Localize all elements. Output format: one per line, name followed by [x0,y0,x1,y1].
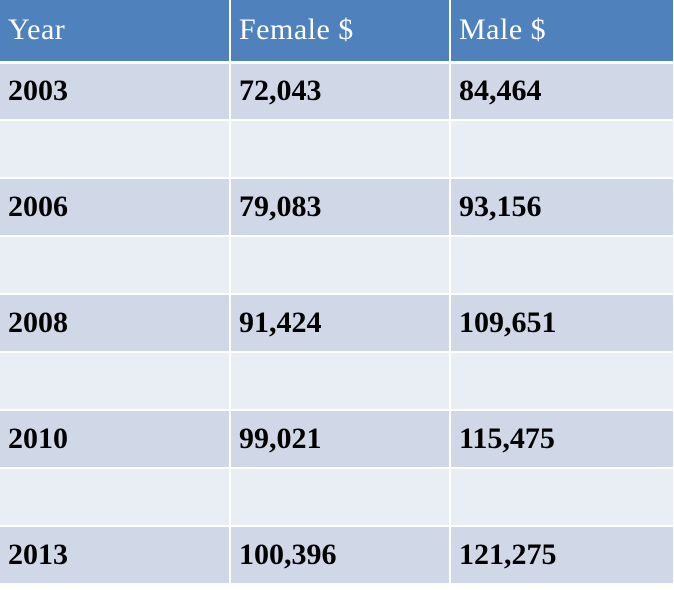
header-row: Year Female $ Male $ [0,0,674,64]
cell-male: 93,156 [450,178,674,237]
cell-male [450,236,674,295]
cell-year: 2003 [0,62,231,121]
cell-year [0,120,231,179]
column-header-year: Year [0,0,231,64]
table-row [0,120,674,179]
cell-year: 2013 [0,526,231,585]
cell-year: 2008 [0,294,231,353]
cell-female: 91,424 [230,294,451,353]
column-header-male: Male $ [450,0,674,64]
cell-female: 99,021 [230,410,451,469]
cell-female [230,120,451,179]
table-row: 2003 72,043 84,464 [0,62,674,121]
table-row [0,236,674,295]
cell-year: 2006 [0,178,231,237]
cell-male: 84,464 [450,62,674,121]
cell-male [450,468,674,527]
cell-male: 121,275 [450,526,674,585]
cell-female: 100,396 [230,526,451,585]
cell-year [0,352,231,411]
table-row [0,468,674,527]
cell-year: 2010 [0,410,231,469]
cell-male: 109,651 [450,294,674,353]
cell-female: 72,043 [230,62,451,121]
cell-male: 115,475 [450,410,674,469]
cell-year [0,468,231,527]
table-row: 2006 79,083 93,156 [0,178,674,237]
cell-male [450,120,674,179]
cell-female [230,352,451,411]
table-row: 2008 91,424 109,651 [0,294,674,353]
column-header-female: Female $ [230,0,451,64]
table-row: 2013 100,396 121,275 [0,526,674,585]
table-row: 2010 99,021 115,475 [0,410,674,469]
cell-year [0,236,231,295]
cell-female [230,236,451,295]
table-row [0,352,674,411]
cell-male [450,352,674,411]
cell-female [230,468,451,527]
cell-female: 79,083 [230,178,451,237]
